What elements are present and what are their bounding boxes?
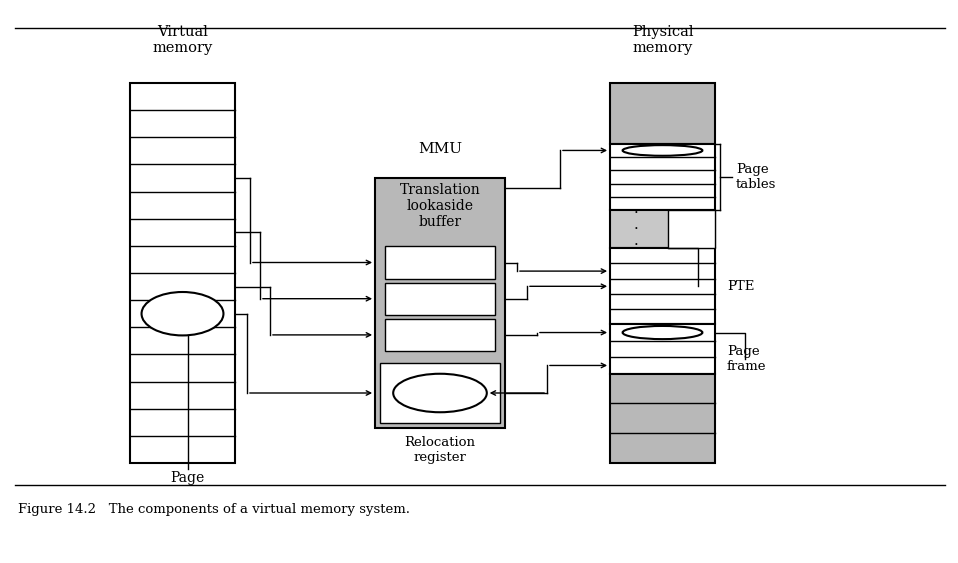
Text: MMU: MMU bbox=[418, 142, 462, 156]
Bar bbox=[385, 319, 495, 351]
Bar bbox=[380, 363, 500, 423]
Text: Page
tables: Page tables bbox=[736, 163, 776, 191]
Ellipse shape bbox=[623, 326, 702, 339]
Bar bbox=[610, 144, 715, 211]
Bar bbox=[610, 248, 715, 324]
Text: Physical
memory: Physical memory bbox=[631, 25, 694, 55]
Ellipse shape bbox=[393, 374, 487, 412]
Bar bbox=[385, 283, 495, 315]
Bar bbox=[610, 211, 715, 248]
Bar bbox=[610, 374, 715, 463]
Bar bbox=[668, 211, 715, 248]
Text: Page: Page bbox=[171, 471, 205, 485]
Text: PTE: PTE bbox=[727, 280, 754, 293]
Text: Translation
lookaside
buffer: Translation lookaside buffer bbox=[399, 183, 480, 229]
Text: Relocation
register: Relocation register bbox=[404, 436, 475, 464]
Bar bbox=[375, 178, 505, 428]
Bar bbox=[130, 83, 235, 463]
Ellipse shape bbox=[142, 292, 223, 336]
Bar bbox=[610, 324, 715, 374]
Bar bbox=[385, 247, 495, 279]
Ellipse shape bbox=[623, 145, 702, 156]
Text: Page
frame: Page frame bbox=[727, 345, 766, 373]
Text: ·
·
·: · · · bbox=[634, 206, 639, 252]
Bar bbox=[610, 83, 715, 144]
Text: Virtual
memory: Virtual memory bbox=[152, 25, 213, 55]
Text: Figure 14.2   The components of a virtual memory system.: Figure 14.2 The components of a virtual … bbox=[18, 503, 410, 516]
